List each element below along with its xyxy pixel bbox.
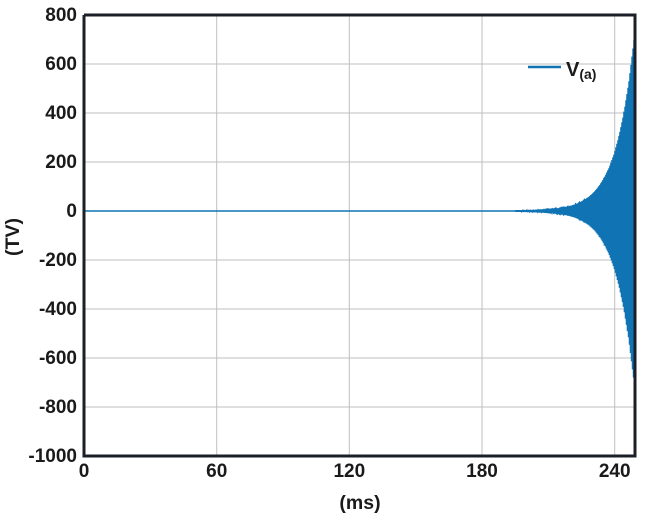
svg-text:-400: -400 <box>39 299 77 320</box>
svg-text:0: 0 <box>79 461 90 482</box>
svg-text:200: 200 <box>45 152 77 173</box>
svg-text:-1000: -1000 <box>28 446 77 467</box>
svg-text:800: 800 <box>45 5 77 26</box>
svg-text:600: 600 <box>45 54 77 75</box>
svg-text:(ms): (ms) <box>339 492 380 514</box>
svg-text:-800: -800 <box>39 397 77 418</box>
svg-text:-200: -200 <box>39 250 77 271</box>
svg-text:0: 0 <box>66 201 77 222</box>
svg-text:120: 120 <box>333 461 365 482</box>
svg-text:60: 60 <box>206 461 227 482</box>
svg-text:(TV): (TV) <box>2 218 24 256</box>
svg-text:V(a): V(a) <box>566 59 596 82</box>
svg-text:400: 400 <box>45 103 77 124</box>
svg-text:180: 180 <box>466 461 498 482</box>
svg-text:-600: -600 <box>39 348 77 369</box>
svg-text:240: 240 <box>599 461 631 482</box>
